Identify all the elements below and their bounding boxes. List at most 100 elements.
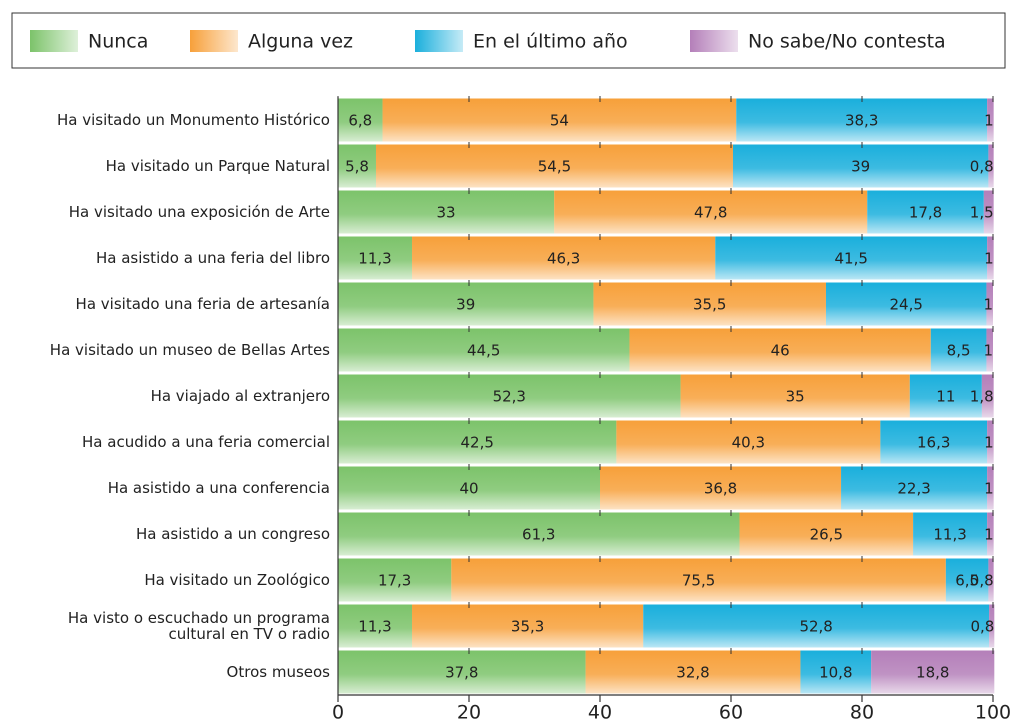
data-label: 11,3 (358, 250, 391, 268)
legend-label: No sabe/No contesta (748, 31, 946, 53)
data-label: 11,3 (933, 526, 966, 544)
y-tick-label: Ha viajado al extranjero (150, 387, 330, 405)
x-tick-label: 20 (457, 702, 481, 723)
bar-segment (338, 374, 681, 418)
legend-label: En el último año (473, 31, 628, 53)
legend-swatch (690, 30, 738, 52)
y-tick-label: Ha asistido a un congreso (136, 525, 330, 543)
bar-segment (338, 236, 413, 280)
bar-segment (841, 466, 988, 510)
bar-segment (983, 190, 994, 234)
bar-segment (930, 328, 987, 372)
y-tick-label: Otros museos (226, 663, 330, 681)
data-label: 46 (771, 342, 790, 360)
bar-segment (913, 512, 988, 556)
y-tick-label: Ha visto o escuchado un programa cultura… (67, 609, 330, 643)
data-label: 42,5 (460, 434, 493, 452)
bar-segment (987, 512, 994, 556)
bar-segment (382, 98, 737, 142)
data-label: 35 (786, 388, 805, 406)
bar-segment (338, 466, 600, 510)
bar-segment (987, 420, 994, 464)
bar-segment (909, 374, 982, 418)
bar-segment (986, 282, 993, 326)
bar-segment (715, 236, 988, 280)
bar-segment (680, 374, 910, 418)
data-label: 47,8 (694, 204, 727, 222)
data-label: 52,8 (799, 618, 832, 636)
bar-segment (800, 650, 872, 694)
data-label: 0,8 (970, 572, 994, 590)
y-tick-label: Ha visitado una exposición de Arte (68, 203, 330, 221)
data-label: 1 (984, 434, 994, 452)
y-tick-label: Ha visitado un Zoológico (144, 571, 330, 589)
data-label: 16,3 (917, 434, 950, 452)
legend-swatch (30, 30, 78, 52)
data-label: 61,3 (522, 526, 555, 544)
legend-swatch (415, 30, 463, 52)
bar-segment (412, 604, 644, 648)
data-label: 39 (456, 296, 475, 314)
bar-segment (987, 466, 994, 510)
bar-segment (629, 328, 931, 372)
data-label: 75,5 (682, 572, 715, 590)
data-label: 0,8 (970, 618, 994, 636)
bar-segment (338, 282, 594, 326)
data-label: 1 (984, 112, 994, 130)
y-tick-label: Ha asistido a una feria del libro (95, 249, 330, 267)
bar-segment (585, 650, 801, 694)
bar-segment (871, 650, 995, 694)
bar-segment (338, 650, 586, 694)
bar-segment (338, 420, 617, 464)
bar-segment (825, 282, 987, 326)
data-label: 6,5 (955, 572, 979, 590)
data-label: 8,5 (947, 342, 971, 360)
data-label: 1 (984, 526, 994, 544)
data-label: 37,8 (445, 664, 478, 682)
data-label: 24,5 (890, 296, 923, 314)
x-tick-label: 80 (850, 702, 874, 723)
data-label: 1 (983, 342, 993, 360)
legend-box (11, 12, 1006, 69)
bar-segment (338, 604, 413, 648)
bar-segment (338, 98, 383, 142)
bar-segment (643, 604, 990, 648)
data-label: 1 (983, 296, 993, 314)
bar-segment (338, 190, 555, 234)
data-label: 33 (437, 204, 456, 222)
bar-segment (616, 420, 881, 464)
bar-segment (945, 558, 989, 602)
bar-segment (880, 420, 988, 464)
data-label: 1,8 (970, 388, 994, 406)
bar-segment (736, 98, 988, 142)
data-label: 54,5 (538, 158, 571, 176)
bar-segment (867, 190, 984, 234)
data-label: 11 (936, 388, 955, 406)
data-label: 35,5 (693, 296, 726, 314)
bar-segment (981, 374, 994, 418)
data-label: 6,8 (348, 112, 372, 130)
data-label: 40,3 (732, 434, 765, 452)
y-tick-label: Ha visitado un museo de Bellas Artes (49, 341, 330, 359)
y-tick-label: Ha acudido a una feria comercial (82, 433, 330, 451)
x-tick-label: 60 (719, 702, 743, 723)
bar-segment (987, 98, 994, 142)
data-label: 1 (984, 250, 994, 268)
data-label: 46,3 (547, 250, 580, 268)
legend-label: Alguna vez (248, 31, 353, 53)
y-tick-label: Ha visitado un Monumento Histórico (57, 111, 330, 129)
data-label: 11,3 (358, 618, 391, 636)
bar-segment (338, 328, 630, 372)
bar-segment (987, 236, 994, 280)
data-label: 5,8 (345, 158, 369, 176)
data-label: 22,3 (897, 480, 930, 498)
legend-swatch (190, 30, 238, 52)
bar-segment (412, 236, 716, 280)
bar-segment (988, 558, 994, 602)
data-label: 36,8 (704, 480, 737, 498)
bar-segment (375, 144, 733, 188)
bar-segment (739, 512, 914, 556)
bar-segment (600, 466, 842, 510)
data-label: 38,3 (845, 112, 878, 130)
